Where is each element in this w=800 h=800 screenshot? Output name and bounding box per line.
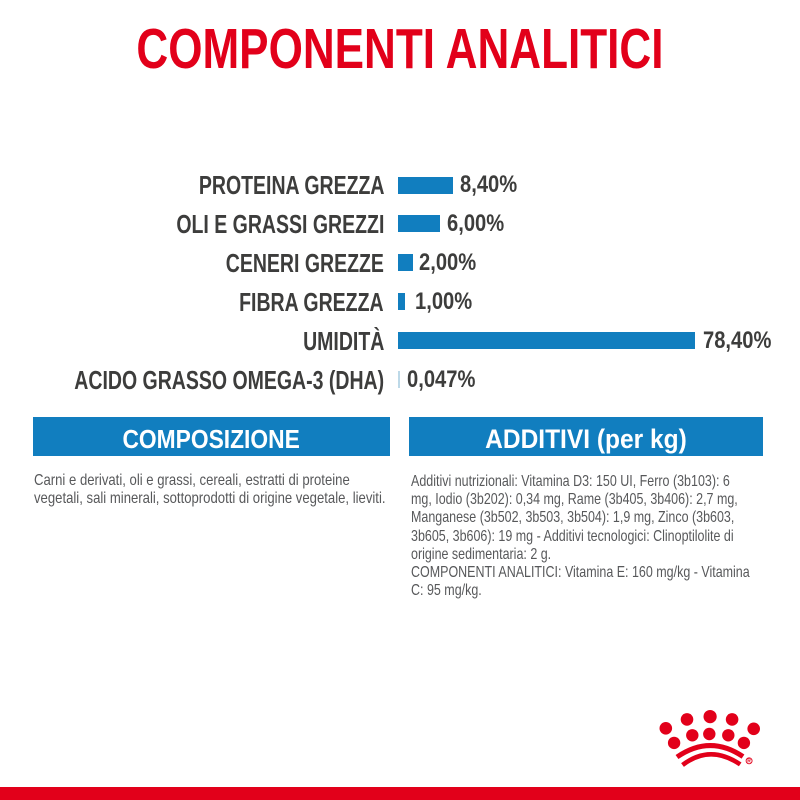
svg-text:R: R [747,759,751,765]
